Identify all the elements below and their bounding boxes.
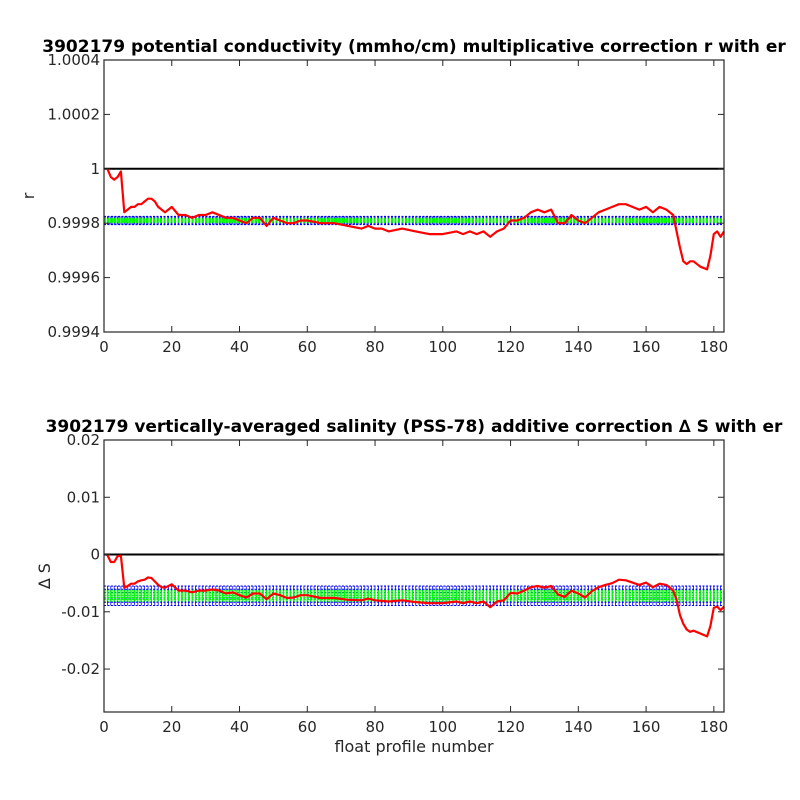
x-tick-label: 0 [99,718,109,736]
x-tick-label: 40 [230,338,249,356]
x-tick-label: 60 [298,718,317,736]
x-tick-label: 20 [162,718,181,736]
x-tick-label: 160 [632,338,661,356]
salinity-panel: 3902179 vertically-averaged salinity (PS… [35,417,783,756]
x-tick-label: 120 [496,338,525,356]
x-tick-label: 180 [700,338,729,356]
x-tick-label: 40 [230,718,249,736]
x-tick-label: 80 [365,718,384,736]
y-tick-label: 1 [90,160,100,178]
correction-series-line [106,168,725,271]
x-tick-label: 140 [564,338,593,356]
y-tick-label: 1.0002 [48,105,101,123]
x-tick-label: 180 [700,718,729,736]
y-tick-label: 0.01 [67,488,100,506]
y-tick-label: 0.02 [67,431,100,449]
x-tick-label: 0 [99,338,109,356]
y-tick-label: 0.9996 [48,269,101,287]
y-tick-label: 0 [90,546,100,564]
y-axis-label: r [19,192,38,199]
y-tick-label: -0.02 [61,660,100,678]
x-tick-label: 80 [365,338,384,356]
x-axis-label: float profile number [334,737,494,756]
x-tick-label: 100 [428,718,457,736]
axes-box [103,439,725,713]
x-tick-label: 100 [428,338,457,356]
chart-title: 3902179 potential conductivity (mmho/cm)… [42,37,786,57]
y-tick-label: 1.0004 [48,51,101,69]
y-tick-label: -0.01 [61,603,100,621]
x-tick-label: 160 [632,718,661,736]
error-band [104,215,725,226]
axes-box [103,59,725,333]
chart-title: 3902179 vertically-averaged salinity (PS… [46,417,783,437]
conductivity-panel: 3902179 potential conductivity (mmho/cm)… [19,37,786,356]
y-tick-label: 0.9998 [48,214,101,232]
x-tick-label: 140 [564,718,593,736]
y-axis-label: ∆ S [35,563,54,590]
correction-series-line [106,554,725,638]
y-tick-label: 0.9994 [48,323,101,341]
x-tick-label: 60 [298,338,317,356]
x-tick-label: 20 [162,338,181,356]
x-tick-label: 120 [496,718,525,736]
